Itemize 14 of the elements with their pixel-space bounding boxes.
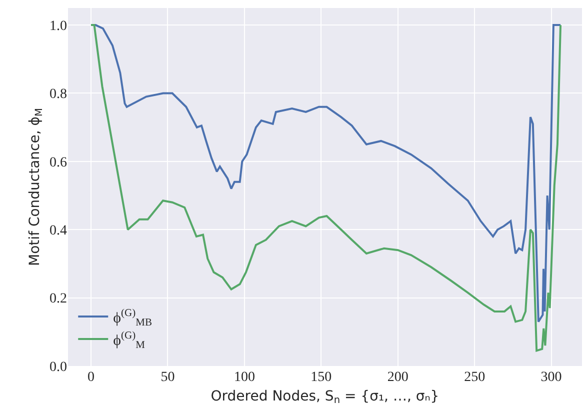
y-tick-label: 0.0 bbox=[50, 360, 67, 375]
x-tick-label: 200 bbox=[387, 370, 408, 385]
x-tick-label: 100 bbox=[234, 370, 255, 385]
y-tick-label: 0.8 bbox=[50, 87, 67, 102]
x-tick-label: 0 bbox=[88, 370, 95, 385]
x-tick-label: 50 bbox=[160, 370, 175, 385]
y-tick-label: 0.4 bbox=[50, 224, 67, 239]
x-tick-label: 300 bbox=[540, 370, 562, 385]
x-axis-title: Ordered Nodes, S$_{n}$ = {σ₁, …, σₙ} bbox=[210, 388, 440, 406]
y-tick-label: 0.6 bbox=[50, 155, 67, 170]
x-tick-label: 250 bbox=[464, 370, 486, 385]
y-tick-label: 1.0 bbox=[50, 18, 67, 34]
x-tick-label: 150 bbox=[310, 370, 332, 385]
y-tick-label: 0.2 bbox=[50, 292, 67, 307]
